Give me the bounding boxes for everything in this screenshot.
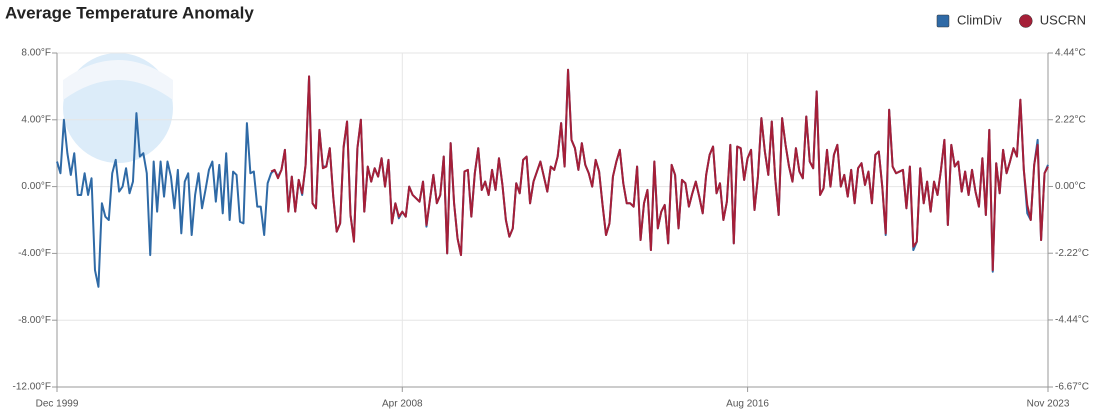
y-tick-label: 4.00°F xyxy=(21,114,51,125)
x-tick-label: Aug 2016 xyxy=(726,399,769,410)
y-tick-label: -12.00°F xyxy=(13,382,51,393)
logo-watermark xyxy=(63,53,173,163)
legend-item: ClimDiv xyxy=(936,12,1002,28)
chart-title: Average Temperature Anomaly xyxy=(5,3,254,22)
x-tick-label: Nov 2023 xyxy=(1027,399,1070,410)
data-line xyxy=(56,68,1049,288)
legend-label: USCRN xyxy=(1040,12,1086,27)
legend-swatch xyxy=(1019,14,1033,28)
y2-tick-label: 4.44°C xyxy=(1055,48,1086,59)
x-tick-label: Dec 1999 xyxy=(36,399,79,410)
x-tick-label: Apr 2008 xyxy=(382,399,423,410)
y-tick-label: -8.00°F xyxy=(18,315,51,326)
data-line xyxy=(270,68,1049,272)
y2-tick-label: -2.22°C xyxy=(1055,248,1089,259)
y2-tick-label: 2.22°C xyxy=(1055,114,1086,125)
y2-tick-label: -6.67°C xyxy=(1055,382,1089,393)
y2-tick-label: 0.00°C xyxy=(1055,181,1086,192)
legend-label: ClimDiv xyxy=(957,12,1002,27)
y-tick-label: -4.00°F xyxy=(18,248,51,259)
y-tick-label: 0.00°F xyxy=(21,181,51,192)
legend-item: USCRN xyxy=(1019,12,1086,28)
legend-swatch xyxy=(936,14,950,28)
y-tick-label: 8.00°F xyxy=(21,48,51,59)
y2-tick-label: -4.44°C xyxy=(1055,315,1089,326)
